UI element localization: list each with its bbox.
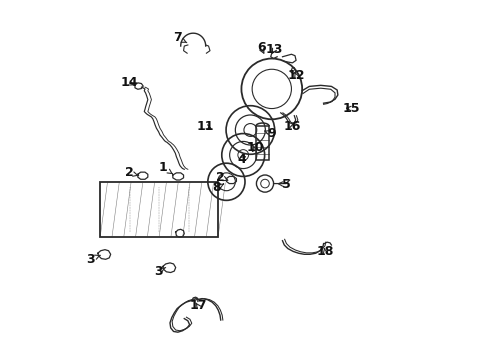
Text: 16: 16 [284, 120, 301, 133]
Text: 8: 8 [212, 181, 223, 194]
Text: 3: 3 [154, 265, 166, 278]
Text: 10: 10 [247, 141, 265, 154]
Text: 11: 11 [197, 120, 215, 133]
Text: 13: 13 [266, 43, 283, 56]
Text: 7: 7 [173, 31, 187, 44]
Text: 6: 6 [257, 41, 266, 54]
Text: 4: 4 [237, 153, 246, 166]
Text: 15: 15 [343, 102, 360, 115]
Text: 3: 3 [86, 253, 100, 266]
Text: 2: 2 [216, 171, 228, 184]
Text: 17: 17 [189, 299, 207, 312]
Text: 18: 18 [317, 245, 334, 258]
Text: 14: 14 [120, 76, 138, 89]
Text: 1: 1 [158, 161, 172, 174]
Text: 12: 12 [287, 69, 305, 82]
Text: 5: 5 [278, 178, 291, 191]
Text: 2: 2 [124, 166, 139, 179]
Text: 9: 9 [265, 127, 276, 140]
